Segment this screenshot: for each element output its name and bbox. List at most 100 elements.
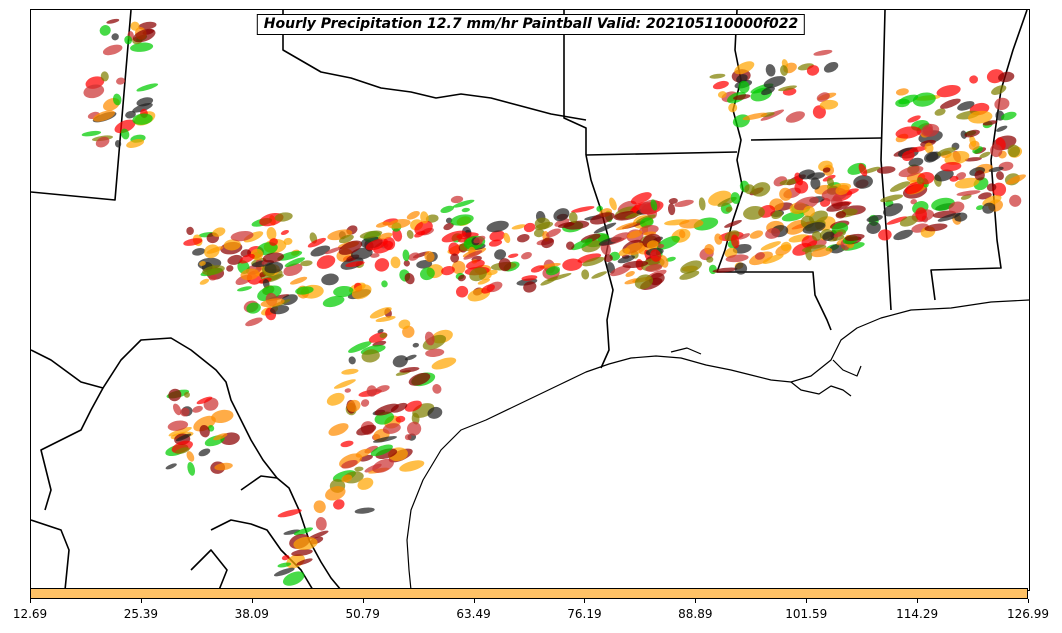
precip-blob [452, 199, 475, 208]
precip-blob [835, 184, 850, 196]
colorbar-tick [140, 599, 142, 603]
precip-blob [130, 21, 140, 31]
precip-blob [785, 111, 805, 123]
precip-blob [826, 201, 851, 212]
precip-blob [763, 76, 786, 88]
precip-blob [266, 227, 277, 241]
precip-blob [333, 379, 356, 389]
precip-blob [414, 230, 426, 238]
precip-blob [645, 264, 663, 272]
precip-blob [346, 399, 361, 412]
precip-blob [360, 399, 370, 407]
precip-blob [416, 260, 433, 269]
precip-blob [99, 25, 111, 36]
precip-blob [728, 103, 738, 113]
precip-blob [450, 214, 474, 226]
precip-blob [124, 35, 133, 45]
precip-blob [295, 286, 314, 295]
colorbar-ticks: 12.69 25.39 38.09 50.79 63.49 76.19 88.89 101.5… [0, 599, 1062, 633]
precip-blob [374, 403, 399, 416]
precip-blob [284, 257, 305, 267]
precip-blob [199, 424, 210, 438]
precip-blob [313, 500, 326, 514]
precip-blob [541, 237, 554, 249]
precip-blob [503, 232, 511, 244]
colorbar-tick-label: 88.89 [678, 607, 713, 621]
precip-blob [991, 85, 1007, 95]
precip-blob [754, 252, 765, 260]
colorbar-tick [806, 599, 808, 603]
precip-blob [404, 354, 417, 361]
precip-blob [714, 233, 723, 245]
colorbar-tick [251, 599, 253, 603]
precip-blob [273, 567, 295, 577]
precip-blob [657, 243, 665, 249]
precip-blob [208, 274, 218, 281]
precip-blob [450, 253, 460, 263]
mx-state-2 [40, 387, 104, 511]
precip-blob [779, 187, 792, 201]
precip-blob [83, 84, 105, 99]
precip-blob [1009, 194, 1022, 207]
precip-blob [975, 205, 984, 211]
precip-blob [665, 256, 676, 262]
colorbar-tick-label: 50.79 [345, 607, 380, 621]
precip-blob [419, 267, 435, 281]
ok-tx-red-river [282, 10, 587, 121]
precip-blob [934, 108, 946, 116]
precip-blob [937, 212, 961, 222]
precip-blob [712, 80, 729, 90]
precip-blob [187, 462, 196, 476]
precip-blob [944, 150, 970, 165]
precip-blob [816, 92, 830, 102]
precip-blob [262, 252, 285, 263]
precip-blob [960, 130, 967, 139]
precip-blob [920, 123, 940, 137]
state-boundaries [31, 10, 1028, 590]
precip-blob [399, 460, 425, 472]
precip-blob [866, 214, 883, 223]
precip-blob [375, 316, 396, 322]
precip-blob [704, 244, 715, 255]
precip-blob [132, 113, 153, 125]
precip-blob [811, 231, 822, 241]
precip-blob [734, 262, 748, 275]
precip-blob [392, 228, 403, 242]
precip-blob [404, 434, 412, 441]
precip-blob [114, 119, 136, 134]
precip-blob [811, 247, 833, 258]
precip-blob [803, 205, 815, 218]
precip-blob [895, 126, 922, 139]
precip-blob [571, 206, 595, 213]
precip-blob [366, 385, 378, 397]
precip-blob [908, 157, 924, 167]
precip-blob [451, 260, 466, 275]
precip-blob [730, 234, 740, 249]
precip-blob [733, 94, 751, 100]
precip-blob [237, 286, 252, 292]
precip-blob [916, 177, 924, 185]
precip-blob [743, 205, 765, 220]
precip-blob [412, 342, 419, 348]
precip-blob [398, 319, 411, 330]
precip-blob [300, 260, 313, 267]
precip-blob [650, 249, 662, 262]
precip-blob [351, 284, 372, 300]
precip-blob [511, 224, 526, 230]
precip-blob [557, 222, 575, 228]
precip-blob [120, 128, 130, 140]
precip-blob [240, 268, 260, 281]
precip-blob [387, 218, 411, 229]
mx-state-1 [31, 519, 70, 590]
precip-blob [826, 177, 835, 187]
precip-blob [738, 233, 750, 240]
precip-blob [725, 254, 749, 263]
precip-blob [590, 212, 615, 225]
precip-blob [356, 424, 377, 436]
precip-blob [341, 459, 358, 469]
precip-blob [243, 231, 264, 243]
precip-blob [712, 267, 738, 273]
precip-blob [296, 558, 313, 566]
precip-blob [132, 102, 153, 113]
precip-blob [136, 83, 159, 92]
